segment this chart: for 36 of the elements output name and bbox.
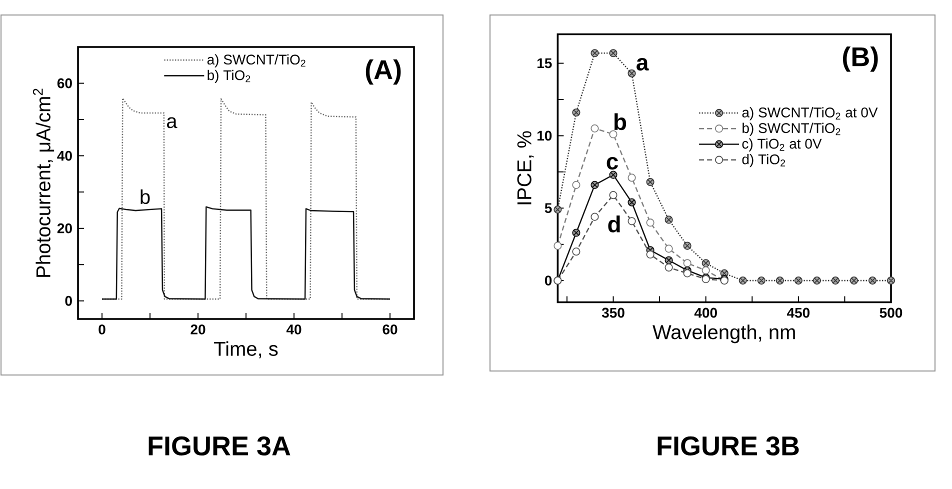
annotation: c	[606, 156, 618, 170]
x-tick-label: 60	[382, 324, 398, 334]
annotation: d	[608, 216, 620, 232]
annotation: a	[166, 117, 178, 128]
x-tick-label: 40	[286, 324, 302, 334]
annotation: a	[636, 58, 649, 71]
x-axis-title: Wavelength, nm	[652, 324, 795, 344]
annotation: b	[140, 189, 150, 204]
y-tick-label: 15	[537, 58, 552, 68]
legend-label: d) TiO$_{2}$	[742, 154, 786, 168]
y-tick-label: 0	[544, 276, 552, 286]
y-axis-title: Photocurrent, μA/cm$^{2}$	[32, 88, 54, 277]
y-axis-title: IPCE, %	[517, 131, 534, 204]
chart-title: (A)	[366, 59, 401, 85]
x-tick-label: 350	[602, 308, 624, 318]
caption: FIGURE 3B	[658, 436, 799, 456]
x-axis-title: Time, s	[214, 341, 278, 358]
x-tick-label: 20	[190, 324, 206, 334]
y-tick-label: 0	[65, 296, 72, 306]
y-tick-label: 5	[544, 203, 552, 214]
x-tick-label: 0	[98, 324, 106, 334]
chart-title: (B)	[843, 46, 878, 72]
x-tick-label: 500	[880, 308, 902, 318]
legend-label: b) SWCNT/TiO$_{2}$	[742, 122, 840, 136]
legend-label: c) TiO$_{2}$ at 0V	[742, 138, 822, 152]
x-tick-label: 400	[694, 308, 717, 318]
legend-label: a) SWCNT/TiO$_{2}$ at 0V	[742, 107, 878, 120]
caption: FIGURE 3A	[148, 436, 290, 456]
legend-label: a) SWCNT/TiO$_{2}$	[207, 54, 306, 68]
y-tick-label: 10	[537, 130, 552, 141]
legend-label: b) TiO$_{2}$	[208, 70, 250, 83]
y-tick-label: 60	[57, 78, 72, 88]
x-tick-label: 450	[786, 308, 810, 318]
y-tick-label: 40	[57, 150, 72, 161]
y-tick-label: 20	[57, 223, 72, 234]
annotation: b	[614, 113, 626, 130]
